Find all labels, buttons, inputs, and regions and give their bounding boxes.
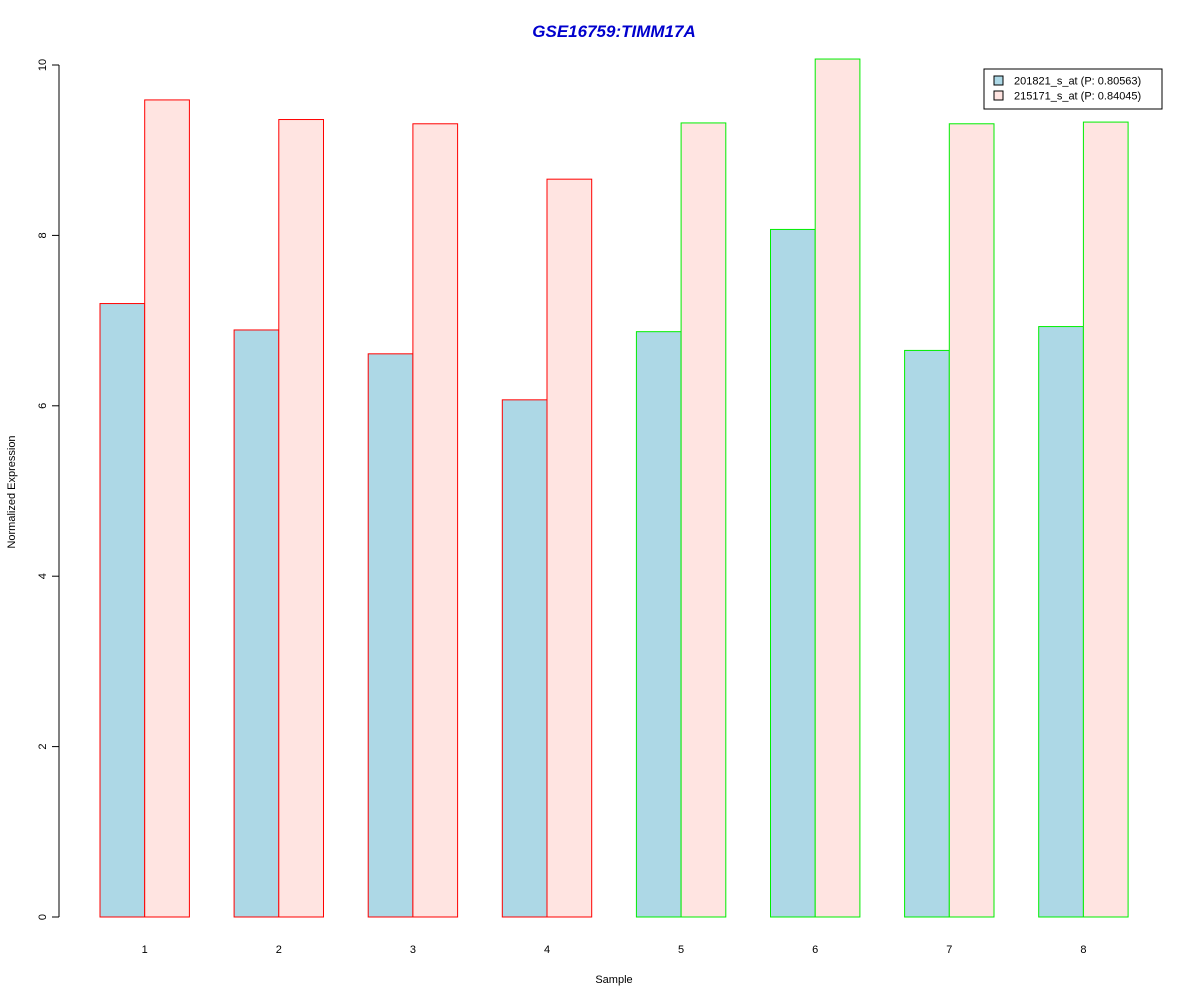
bar-1-sample-6 [770, 228, 816, 918]
x-axis: 1 2 3 4 5 6 7 8 [142, 944, 1087, 956]
bar-1-sample-2 [233, 329, 280, 918]
bar-1-sample-3 [367, 353, 414, 918]
bars [99, 58, 1129, 918]
x-tick-label: 6 [812, 944, 818, 956]
x-tick-label: 2 [276, 944, 282, 956]
bar-2-sample-4 [546, 178, 593, 918]
bar-2-sample-2 [278, 119, 324, 918]
bar-2-sample-7 [948, 123, 995, 918]
y-tick-label: 4 [37, 573, 49, 579]
bar-1-sample-8 [1038, 326, 1084, 918]
y-tick-label: 10 [37, 59, 49, 71]
bar-2-sample-3 [412, 123, 459, 918]
bar-1-sample-5 [635, 331, 682, 918]
bar-2-sample-6 [814, 58, 861, 918]
bar-1-sample-4 [501, 399, 548, 918]
legend-swatch [993, 90, 1004, 101]
y-axis-label: Normalized Expression [6, 435, 18, 548]
chart-title: GSE16759:TIMM17A [532, 22, 695, 41]
x-tick-label: 4 [544, 944, 550, 956]
legend-label: 215171_s_at (P: 0.84045) [1014, 91, 1141, 103]
legend-box [983, 68, 1163, 110]
y-tick-label: 0 [37, 914, 49, 920]
bar-2-sample-1 [144, 99, 190, 918]
bar-2-sample-5 [680, 122, 727, 918]
bar-2-sample-8 [1082, 121, 1129, 918]
x-axis-label: Sample [595, 974, 632, 986]
x-tick-label: 1 [142, 944, 148, 956]
legend-swatch [993, 75, 1004, 86]
x-tick-label: 7 [946, 944, 952, 956]
legend: 201821_s_at (P: 0.80563) 215171_s_at (P: … [983, 68, 1163, 110]
y-tick-label: 2 [37, 744, 49, 750]
y-axis: 0 2 4 6 8 10 [37, 59, 60, 920]
x-tick-label: 3 [410, 944, 416, 956]
bar-1-sample-1 [99, 303, 146, 918]
x-tick-label: 8 [1080, 944, 1086, 956]
y-tick-label: 6 [37, 403, 49, 409]
legend-label: 201821_s_at (P: 0.80563) [1014, 76, 1141, 88]
x-tick-label: 5 [678, 944, 684, 956]
bar-1-sample-7 [904, 349, 950, 918]
y-tick-label: 8 [37, 232, 49, 238]
